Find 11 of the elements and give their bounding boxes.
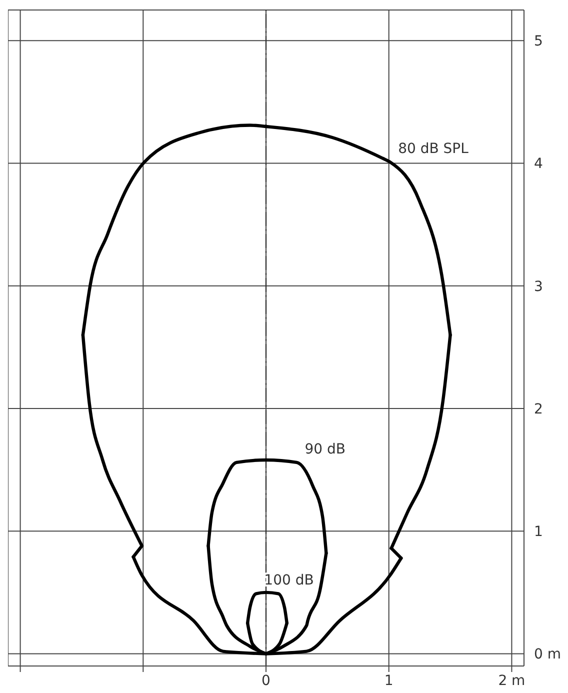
y-tick-label: 1	[534, 524, 543, 540]
x-tick-label: 0	[262, 672, 270, 689]
annotation: 80 dB SPL	[398, 140, 469, 157]
y-tick-label: 4	[534, 156, 543, 172]
x-tick-label: 2 m	[498, 672, 526, 689]
x-tick-label: 1	[384, 672, 394, 689]
y-tick-label: 3	[534, 278, 543, 295]
annotation: 90 dB	[304, 441, 346, 458]
y-tick-label: 5	[534, 34, 543, 50]
y-tick-label: 0 m	[534, 646, 561, 663]
y-tick-label: 2	[534, 401, 543, 418]
